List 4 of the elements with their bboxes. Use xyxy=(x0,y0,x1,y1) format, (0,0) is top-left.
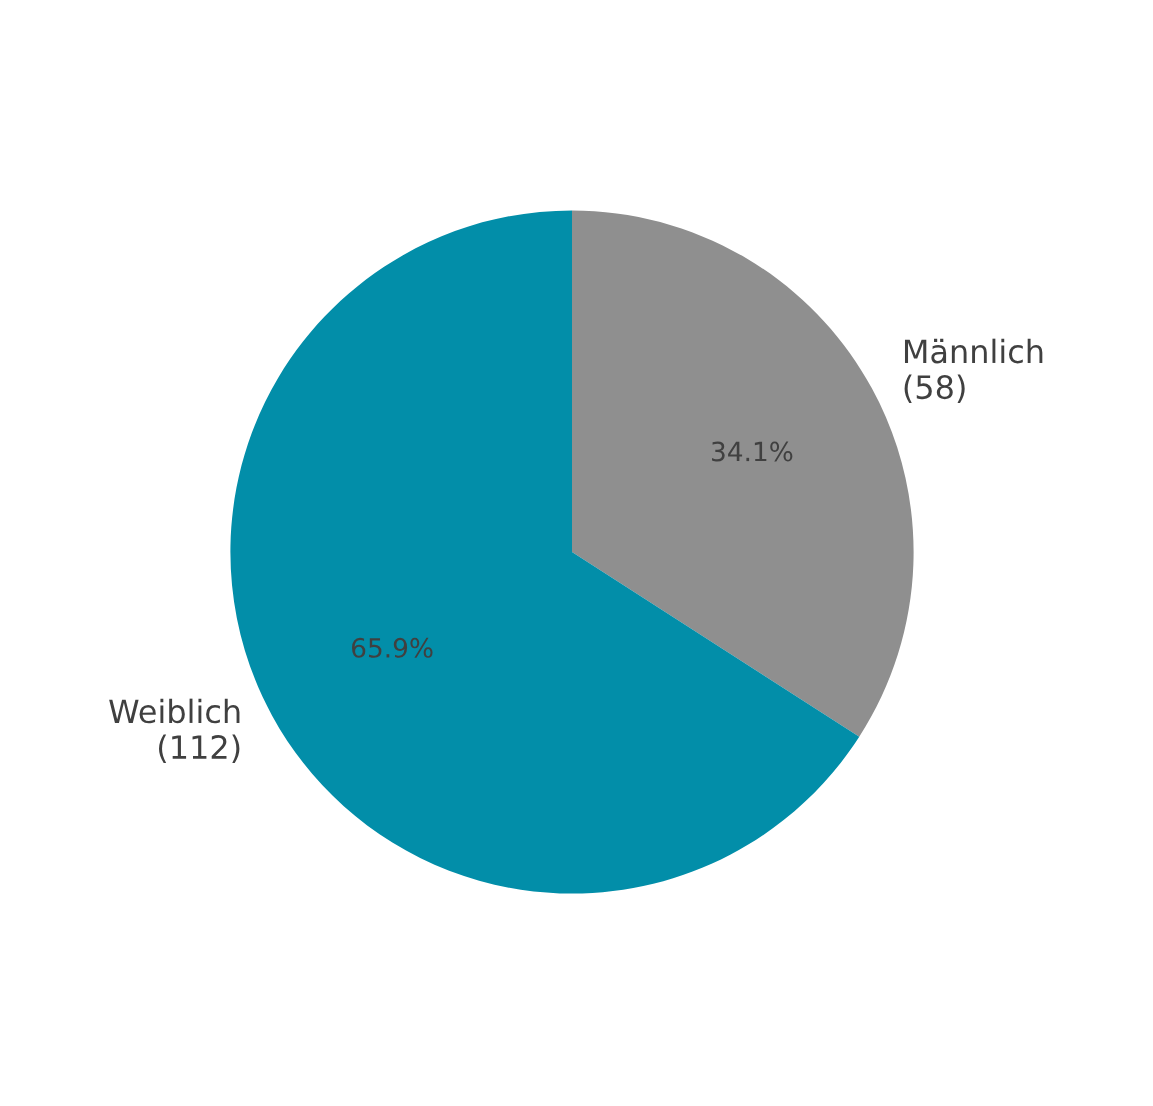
slice-label: Weiblich (112) xyxy=(109,698,240,763)
data-label: 65.9% xyxy=(352,637,433,658)
slice-label: Männlich (58) xyxy=(904,338,1043,403)
data-label: 34.1% xyxy=(712,441,793,462)
